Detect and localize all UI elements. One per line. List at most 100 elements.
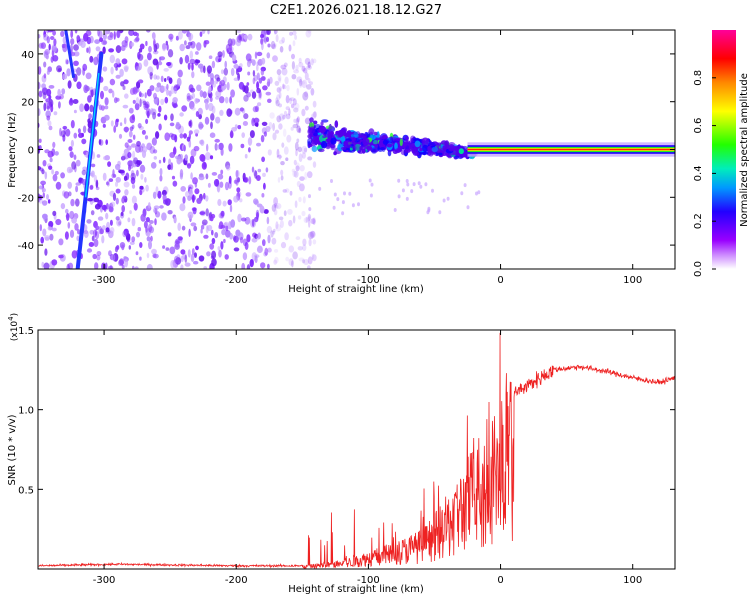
noise-speckle	[230, 89, 236, 98]
noise-speckle	[115, 188, 121, 194]
noise-speckle	[151, 32, 156, 40]
noise-speckle	[272, 132, 277, 141]
noise-speckle	[246, 91, 252, 98]
noise-speckle	[102, 123, 106, 128]
noise-speckle	[188, 228, 191, 237]
noise-speckle	[46, 194, 49, 200]
noise-speckle	[292, 123, 299, 129]
noise-speckle	[43, 102, 47, 112]
noise-speckle	[274, 129, 280, 134]
noise-speckle	[115, 216, 120, 221]
cluster-blob	[330, 137, 337, 145]
noise-speckle	[60, 30, 65, 37]
noise-speckle	[153, 149, 158, 154]
cluster-faint-speckle	[460, 191, 464, 196]
noise-speckle	[147, 223, 153, 233]
noise-speckle	[97, 30, 100, 37]
noise-speckle	[208, 86, 212, 94]
noise-speckle	[152, 58, 159, 66]
spectrogram-xtick-label: -300	[93, 275, 116, 286]
noise-speckle	[172, 180, 177, 187]
noise-speckle	[95, 179, 99, 189]
noise-speckle	[290, 126, 294, 131]
cluster-faint-speckle	[442, 198, 446, 203]
noise-speckle	[203, 161, 207, 168]
noise-speckle	[238, 81, 245, 90]
noise-speckle	[241, 262, 246, 269]
noise-speckle	[177, 222, 181, 231]
noise-speckle	[289, 190, 293, 196]
noise-speckle	[39, 224, 42, 232]
noise-speckle	[186, 163, 192, 169]
cluster-blob	[351, 136, 356, 142]
noise-speckle	[86, 248, 93, 253]
noise-speckle	[75, 159, 81, 167]
noise-speckle	[41, 83, 46, 89]
noise-speckle	[140, 173, 144, 180]
noise-speckle	[310, 218, 316, 225]
noise-speckle	[245, 192, 252, 197]
noise-speckle	[278, 103, 282, 108]
noise-speckle	[188, 33, 192, 42]
noise-speckle	[168, 158, 172, 166]
noise-speckle	[48, 99, 54, 107]
noise-speckle	[101, 262, 106, 269]
noise-speckle	[101, 235, 105, 244]
spectrogram-axes: -300 -200 -100 0 100 40 20 0 -20 -40	[18, 30, 675, 286]
noise-speckle	[165, 247, 170, 251]
noise-speckle	[186, 95, 191, 102]
noise-speckle	[129, 126, 134, 132]
cluster-faint-speckle	[397, 178, 401, 183]
cluster-blob	[307, 138, 312, 145]
noise-speckle	[217, 173, 224, 180]
noise-speckle	[238, 33, 242, 42]
noise-speckle	[119, 242, 126, 249]
noise-speckle	[206, 65, 212, 74]
noise-speckle	[157, 190, 162, 199]
noise-speckle	[276, 154, 283, 159]
spectrogram-xtick-label: 0	[497, 275, 503, 286]
cluster-blob	[400, 149, 407, 156]
noise-speckle	[309, 230, 316, 239]
noise-speckle	[215, 96, 220, 100]
noise-speckle	[307, 61, 311, 69]
noise-speckle	[131, 195, 137, 204]
noise-speckle	[210, 121, 213, 130]
noise-speckle	[307, 77, 311, 84]
noise-speckle	[116, 30, 121, 39]
noise-speckle	[230, 67, 235, 77]
noise-speckle	[303, 147, 308, 153]
noise-speckle	[273, 43, 277, 47]
noise-speckle	[139, 256, 142, 261]
cluster-blob	[412, 151, 420, 156]
noise-speckle	[128, 245, 131, 250]
cluster-blob	[313, 132, 318, 137]
noise-speckle	[146, 142, 153, 151]
noise-speckle	[184, 254, 188, 263]
noise-speckle	[107, 35, 113, 41]
snr-xtick-label: -100	[357, 575, 380, 586]
noise-speckle	[242, 121, 248, 126]
noise-speckle	[289, 97, 293, 105]
noise-speckle	[107, 265, 114, 269]
noise-speckle	[223, 67, 228, 76]
noise-speckle	[223, 238, 226, 244]
noise-speckle	[211, 60, 216, 69]
noise-speckle	[205, 195, 209, 202]
cluster-blob	[359, 147, 363, 151]
noise-speckle	[291, 168, 296, 173]
noise-speckle	[191, 71, 195, 79]
noise-speckle	[113, 125, 117, 133]
cluster-faint-speckle	[417, 181, 421, 186]
noise-speckle	[123, 181, 130, 188]
noise-speckle	[123, 79, 129, 85]
noise-speckle	[234, 107, 241, 116]
noise-speckle	[66, 59, 69, 65]
snr-xtick-label: -200	[225, 575, 248, 586]
noise-speckle	[198, 255, 205, 262]
noise-speckle	[283, 146, 289, 155]
noise-speckle	[291, 74, 297, 80]
colorbar-tick-label: 0.2	[693, 213, 704, 229]
cluster-faint-speckle	[332, 205, 336, 210]
noise-speckle	[209, 155, 214, 160]
